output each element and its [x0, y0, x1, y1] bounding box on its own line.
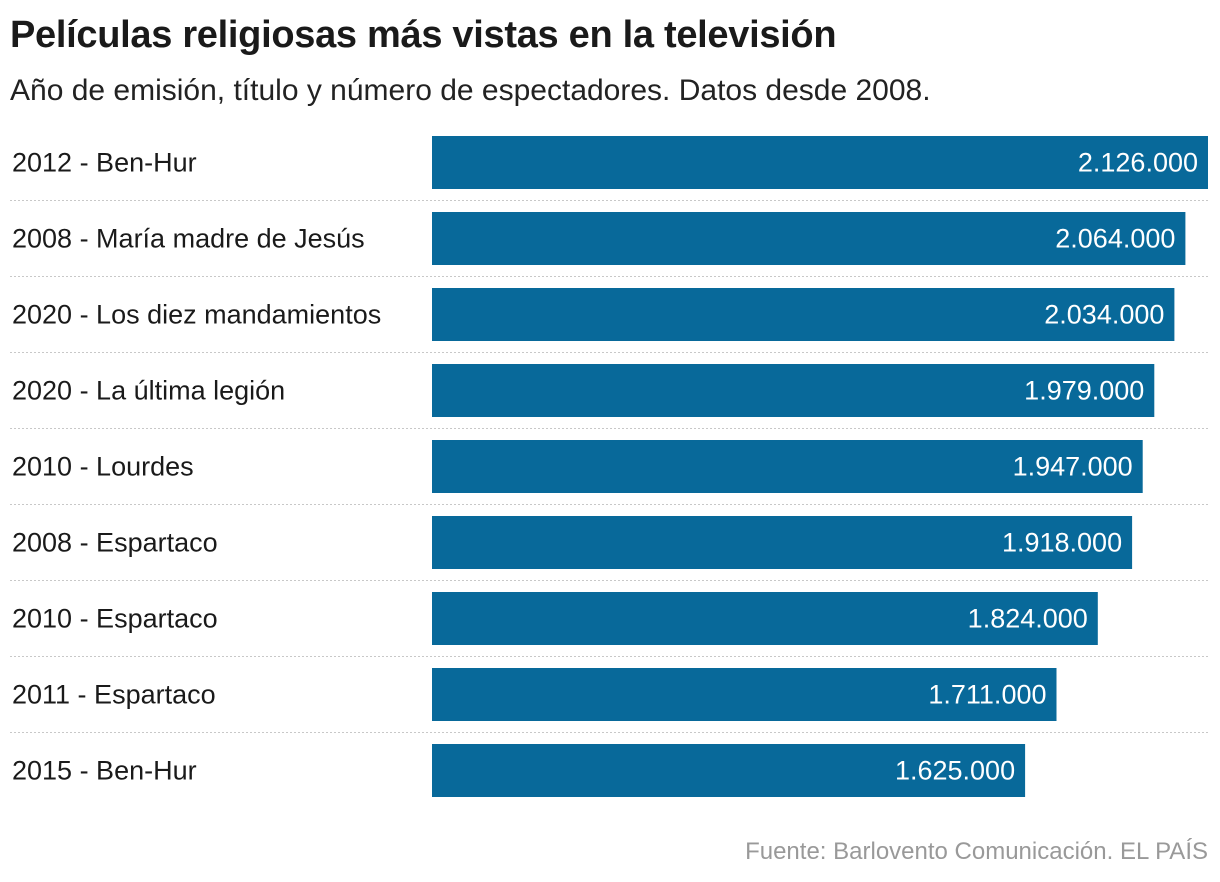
bar: [432, 744, 1026, 797]
value-label: 1.947.000: [1013, 452, 1133, 482]
bar: [432, 440, 1143, 493]
bar: [432, 288, 1175, 341]
value-label: 2.034.000: [1044, 300, 1164, 330]
category-label: 2010 - Espartaco: [12, 604, 218, 634]
chart-subtitle: Año de emisión, título y número de espec…: [10, 74, 931, 107]
category-label: 2010 - Lourdes: [12, 452, 194, 482]
bar: [432, 516, 1133, 569]
category-label: 2020 - La última legión: [12, 376, 285, 406]
category-label: 2008 - Espartaco: [12, 528, 218, 558]
bar: [432, 212, 1186, 265]
category-label: 2008 - María madre de Jesús: [12, 224, 365, 254]
value-label: 1.824.000: [968, 604, 1088, 634]
category-label: 2012 - Ben-Hur: [12, 148, 197, 178]
chart-title: Películas religiosas más vistas en la te…: [10, 14, 837, 56]
value-label: 1.625.000: [895, 756, 1015, 786]
bar: [432, 136, 1208, 189]
category-label: 2011 - Espartaco: [12, 680, 216, 710]
bar: [432, 668, 1057, 721]
value-label: 2.064.000: [1055, 224, 1175, 254]
source-note: Fuente: Barlovento Comunicación. EL PAÍS: [745, 838, 1208, 865]
value-label: 1.711.000: [928, 680, 1046, 710]
category-label: 2015 - Ben-Hur: [12, 756, 197, 786]
value-label: 1.979.000: [1024, 376, 1144, 406]
bar: [432, 592, 1098, 645]
value-label: 2.126.000: [1078, 148, 1198, 178]
category-label: 2020 - Los diez mandamientos: [12, 300, 381, 330]
bar: [432, 364, 1155, 417]
value-label: 1.918.000: [1002, 528, 1122, 558]
